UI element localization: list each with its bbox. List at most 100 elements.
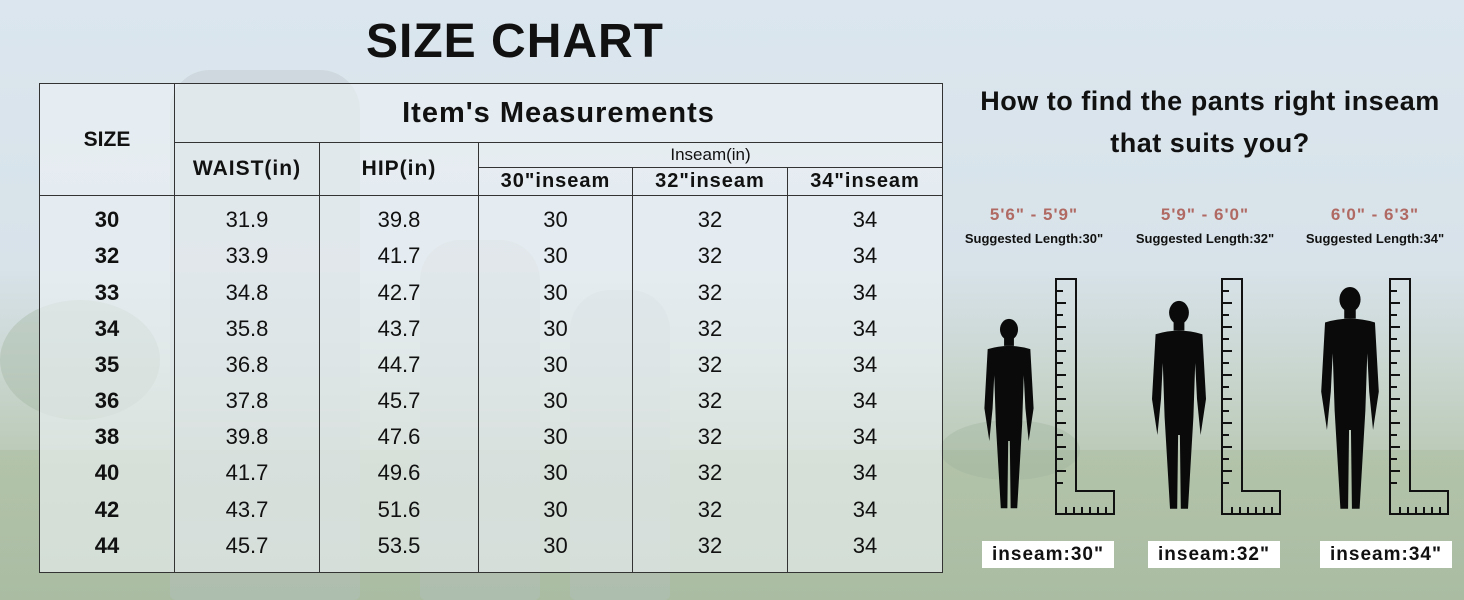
hip-cell: 39.8 (319, 195, 479, 239)
waist-cell: 31.9 (174, 195, 320, 239)
inseam-32-cell: 32 (632, 195, 788, 239)
table-row: 32 33.9 41.7 30 32 34 (39, 238, 944, 275)
waist-cell: 45.7 (174, 527, 320, 573)
size-column-header: SIZE (39, 83, 175, 196)
size-table-container: SIZE Item's Measurements WAIST(in) HIP(i… (39, 83, 944, 573)
height-ruler-icon (1389, 278, 1449, 515)
height-range: 5'6" - 5'9" (989, 205, 1079, 224)
waist-cell: 36.8 (174, 346, 320, 383)
waist-cell: 41.7 (174, 455, 320, 492)
inseam-30-cell: 30 (478, 274, 633, 311)
person-silhouette-icon (1321, 286, 1379, 509)
inseam-30-cell: 30 (478, 346, 633, 383)
size-cell: 34 (39, 310, 175, 347)
inseam-34-cell: 34 (786, 346, 944, 383)
waist-cell: 33.9 (174, 238, 320, 275)
inseam-34-cell: 34 (786, 195, 944, 239)
inseam-34-cell: 34 (786, 382, 944, 420)
inseam-34-cell: 34 (786, 455, 944, 492)
inseam-32-cell: 32 (632, 274, 788, 311)
height-ruler-icon (1221, 278, 1281, 515)
measurements-header: Item's Measurements (173, 83, 944, 143)
hip-cell: 47.6 (319, 419, 479, 456)
waist-cell: 39.8 (174, 419, 320, 456)
inseam-30-cell: 30 (478, 527, 633, 573)
table-row: 42 43.7 51.6 30 32 34 (39, 491, 944, 528)
table-row: 38 39.8 47.6 30 32 34 (39, 419, 944, 456)
size-cell: 30 (39, 195, 175, 239)
size-cell: 38 (39, 419, 175, 456)
inseam-34-header: 34"inseam (786, 167, 944, 196)
size-cell: 44 (39, 527, 175, 573)
inseam-30-cell: 30 (478, 382, 633, 420)
hip-cell: 45.7 (319, 382, 479, 420)
inseam-30-cell: 30 (478, 419, 633, 456)
size-cell: 42 (39, 491, 175, 528)
waist-cell: 34.8 (174, 274, 320, 311)
height-figure-3 (1321, 278, 1449, 515)
inseam-30-header: 30"inseam (478, 167, 633, 196)
inseam-32-cell: 32 (632, 238, 788, 275)
height-range: 6'0" - 6'3" (1330, 205, 1420, 224)
inseam-34-cell: 34 (786, 527, 944, 573)
figure-height-range-1: 5'6" - 5'9" Suggested Length:30" (949, 205, 1119, 246)
inseam-guide-title-line2: that suits you? (1110, 128, 1310, 158)
table-row: 35 36.8 44.7 30 32 34 (39, 346, 944, 383)
inseam-32-cell: 32 (632, 491, 788, 528)
size-table: SIZE Item's Measurements WAIST(in) HIP(i… (39, 83, 944, 573)
hip-cell: 51.6 (319, 491, 479, 528)
inseam-guide-title: How to find the pants right inseam that … (960, 80, 1460, 164)
inseam-30-cell: 30 (478, 195, 633, 239)
inseam-guide-title-line1: How to find the pants right inseam (980, 86, 1440, 116)
height-figure-2 (1152, 278, 1281, 515)
waist-cell: 43.7 (174, 491, 320, 528)
inseam-label-1: inseam:30" (982, 541, 1114, 568)
inseam-30-cell: 30 (478, 310, 633, 347)
page-title: SIZE CHART (366, 15, 664, 68)
inseam-30-cell: 30 (478, 455, 633, 492)
hip-cell: 49.6 (319, 455, 479, 492)
waist-column-header: WAIST(in) (174, 142, 320, 196)
height-figure-1 (984, 278, 1115, 515)
hip-cell: 53.5 (319, 527, 479, 573)
waist-cell: 35.8 (174, 310, 320, 347)
table-row: 44 45.7 53.5 30 32 34 (39, 527, 944, 573)
inseam-34-cell: 34 (786, 238, 944, 275)
inseam-32-cell: 32 (632, 419, 788, 456)
inseam-34-cell: 34 (786, 491, 944, 528)
hip-cell: 44.7 (319, 346, 479, 383)
inseam-32-cell: 32 (632, 382, 788, 420)
size-cell: 40 (39, 455, 175, 492)
inseam-group-header: Inseam(in) (477, 142, 944, 168)
inseam-32-cell: 32 (632, 527, 788, 573)
figure-height-range-3: 6'0" - 6'3" Suggested Length:34" (1290, 205, 1460, 246)
inseam-32-cell: 32 (632, 455, 788, 492)
size-cell: 32 (39, 238, 175, 275)
hip-column-header: HIP(in) (319, 142, 479, 196)
suggested-length: Suggested Length:34" (1305, 231, 1445, 246)
hip-cell: 43.7 (319, 310, 479, 347)
hip-cell: 42.7 (319, 274, 479, 311)
table-row: 33 34.8 42.7 30 32 34 (39, 274, 944, 311)
inseam-32-header: 32"inseam (632, 167, 788, 196)
size-cell: 35 (39, 346, 175, 383)
size-cell: 33 (39, 274, 175, 311)
table-row: 30 31.9 39.8 30 32 34 (39, 195, 944, 239)
suggested-length: Suggested Length:30" (964, 231, 1104, 246)
height-ruler-icon (1055, 278, 1115, 515)
suggested-length: Suggested Length:32" (1135, 231, 1275, 246)
person-silhouette-icon (1152, 300, 1206, 509)
inseam-34-cell: 34 (786, 419, 944, 456)
inseam-label-2: inseam:32" (1148, 541, 1280, 568)
table-row: 34 35.8 43.7 30 32 34 (39, 310, 944, 347)
inseam-34-cell: 34 (786, 274, 944, 311)
figure-height-range-2: 5'9" - 6'0" Suggested Length:32" (1120, 205, 1290, 246)
waist-cell: 37.8 (174, 382, 320, 420)
table-row: 36 37.8 45.7 30 32 34 (39, 382, 944, 420)
hip-cell: 41.7 (319, 238, 479, 275)
person-silhouette-icon (984, 318, 1034, 509)
size-cell: 36 (39, 382, 175, 420)
inseam-32-cell: 32 (632, 310, 788, 347)
inseam-34-cell: 34 (786, 310, 944, 347)
height-range: 5'9" - 6'0" (1160, 205, 1250, 224)
